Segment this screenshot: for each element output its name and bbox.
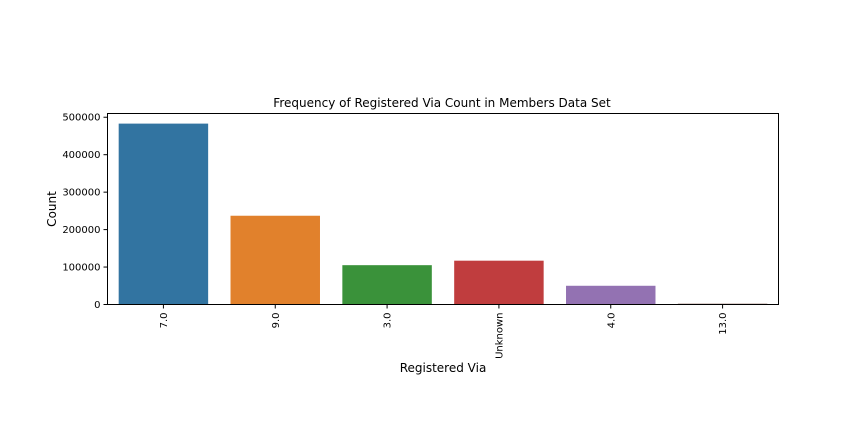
y-axis-label: Count	[45, 191, 59, 227]
y-tick-label: 100000	[62, 263, 100, 274]
bars-group	[118, 123, 768, 305]
chart-title: Frequency of Registered Via Count in Mem…	[273, 96, 611, 110]
y-axis: 0 100000 200000 300000 400000 500000	[62, 113, 108, 311]
x-axis-label: Registered Via	[400, 361, 487, 375]
bar-3-0	[342, 265, 432, 305]
bar-unknown	[454, 260, 544, 305]
x-tick-label: 13.0	[718, 313, 729, 335]
bar-9-0	[230, 215, 320, 305]
x-axis: 7.0 9.0 3.0 Unknown 4.0 13.0	[159, 304, 729, 359]
y-tick-label: 300000	[62, 188, 100, 199]
y-tick-label: 400000	[62, 150, 100, 161]
bar-4-0	[566, 285, 656, 305]
x-tick-label: 4.0	[606, 313, 617, 329]
x-tick-label: 9.0	[271, 313, 282, 329]
y-tick-label: 0	[94, 300, 100, 311]
bar-7-0	[118, 123, 209, 305]
x-tick-label: 7.0	[159, 313, 170, 329]
y-tick-label: 200000	[62, 225, 100, 236]
x-tick-label: 3.0	[383, 313, 394, 329]
plot-frame	[107, 113, 779, 305]
y-tick-label: 500000	[62, 113, 100, 124]
x-tick-label: Unknown	[494, 313, 505, 359]
